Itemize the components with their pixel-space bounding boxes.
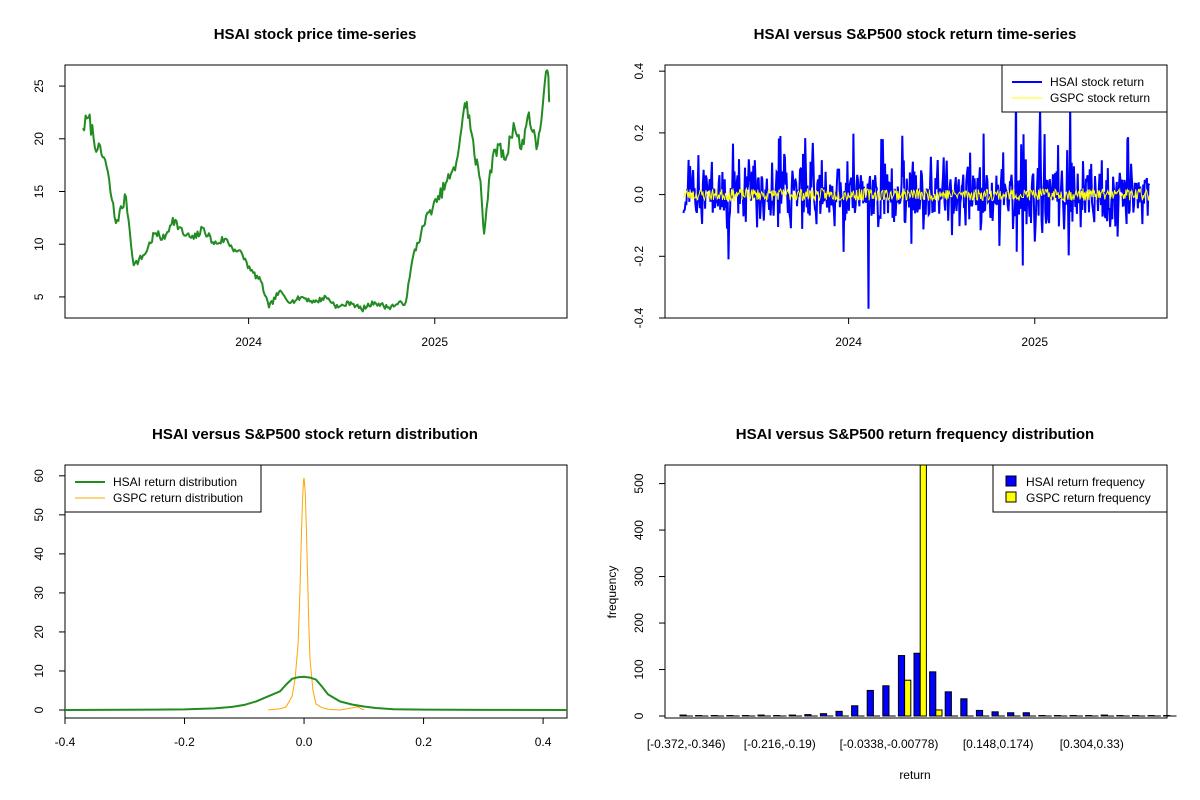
return-y-tick-label: 0.2 <box>632 124 646 141</box>
legend-gspc-density-label: GSPC return distribution <box>113 491 243 505</box>
return-x-tick-label: 2024 <box>835 335 862 349</box>
return-y-tick-label: -0.4 <box>632 307 646 328</box>
price-y-tick-label: 20 <box>32 132 46 146</box>
hsai-freq-bar <box>866 689 874 717</box>
legend-gspc-freq-label: GSPC return frequency <box>1026 491 1151 505</box>
price-panel: HSAI stock price time-series 51015202520… <box>32 26 568 349</box>
gspc-freq-bar <box>919 464 927 717</box>
hsai-freq-bar <box>757 714 765 717</box>
freq-x-tick-label: [-0.216,-0.19) <box>744 737 816 751</box>
legend-hsai-freq-swatch <box>1005 475 1017 487</box>
freq-y-tick-label: 500 <box>632 473 646 493</box>
freq-x-tick-label: [0.304,0.33) <box>1060 737 1124 751</box>
hsai-freq-bar <box>960 698 968 717</box>
density-legend-box <box>64 464 262 513</box>
hsai-freq-bar <box>835 710 843 717</box>
freq-y-tick-label: 200 <box>632 613 646 633</box>
freq-x-tick-label: [-0.372,-0.346) <box>647 737 726 751</box>
hsai-freq-bar <box>1022 712 1030 717</box>
density-y-tick-label: 0 <box>32 706 46 713</box>
freq-x-tick-label: [-0.0338,-0.00778) <box>840 737 939 751</box>
price-y-tick-label: 10 <box>32 237 46 251</box>
hsai-freq-bar <box>929 671 937 717</box>
price-title: HSAI stock price time-series <box>214 26 417 43</box>
density-x-tick-label: -0.2 <box>174 735 195 749</box>
return-y-tick-label: -0.2 <box>632 246 646 267</box>
density-y-tick-label: 20 <box>32 625 46 639</box>
hsai-freq-bar <box>991 711 999 717</box>
distribution-title: HSAI versus S&P500 stock return distribu… <box>152 426 478 443</box>
gspc-density-line <box>268 477 365 711</box>
return-y-tick-label: 0.4 <box>632 63 646 80</box>
hsai-density-line <box>64 675 568 711</box>
price-x-tick-label: 2024 <box>235 335 262 349</box>
freq-y-tick-label: 0 <box>632 712 646 719</box>
density-y-tick-label: 30 <box>32 586 46 600</box>
legend-hsai-freq-label: HSAI return frequency <box>1026 475 1145 489</box>
density-y-tick-label: 60 <box>32 469 46 483</box>
hsai-freq-bar <box>1100 714 1108 717</box>
freq-y-axis-label: frequency <box>605 566 619 619</box>
price-y-tick-label: 25 <box>32 79 46 93</box>
freq-legend-box <box>992 464 1168 513</box>
return-legend-box <box>1001 64 1168 113</box>
gspc-freq-bar <box>904 679 912 717</box>
frequency-title: HSAI versus S&P500 return frequency dist… <box>736 426 1094 443</box>
density-x-tick-label: 0.0 <box>296 735 313 749</box>
freq-y-tick-label: 100 <box>632 659 646 679</box>
hsai-freq-bar <box>975 709 984 717</box>
distribution-panel: HSAI versus S&P500 stock return distribu… <box>32 426 568 749</box>
gspc-return-line <box>682 186 1150 203</box>
gspc-freq-bar <box>935 709 943 717</box>
hsai-freq-bar <box>851 705 859 717</box>
legend-hsai-density-label: HSAI return distribution <box>113 475 237 489</box>
density-x-tick-label: 0.2 <box>415 735 432 749</box>
price-series-line <box>81 69 551 313</box>
price-y-tick-label: 15 <box>32 185 46 199</box>
price-x-tick-label: 2025 <box>421 335 448 349</box>
density-x-tick-label: -0.4 <box>55 735 76 749</box>
frequency-panel: HSAI versus S&P500 return frequency dist… <box>605 426 1177 782</box>
hsai-freq-bar <box>804 714 812 717</box>
legend-gspc-freq-swatch <box>1005 491 1017 503</box>
hsai-freq-bar <box>944 691 952 717</box>
legend-gspc-return-label: GSPC stock return <box>1050 91 1150 105</box>
freq-y-tick-label: 300 <box>632 566 646 586</box>
hsai-freq-bar <box>819 713 828 717</box>
density-y-tick-label: 40 <box>32 547 46 561</box>
return-series-title: HSAI versus S&P500 stock return time-ser… <box>754 26 1077 43</box>
price-plot-frame <box>64 64 568 319</box>
hsai-freq-bar <box>1007 712 1015 717</box>
hsai-freq-bar <box>679 714 687 717</box>
density-x-tick-label: 0.4 <box>535 735 552 749</box>
hsai-freq-bar <box>897 655 906 717</box>
freq-y-tick-label: 400 <box>632 520 646 540</box>
freq-x-axis-label: return <box>899 768 930 782</box>
return-y-tick-label: 0.0 <box>632 186 646 203</box>
return-x-tick-label: 2025 <box>1021 335 1048 349</box>
return-series-panel: HSAI versus S&P500 stock return time-ser… <box>632 26 1168 349</box>
price-y-tick-label: 5 <box>32 293 46 300</box>
hsai-freq-bar <box>913 652 921 717</box>
legend-hsai-return-label: HSAI stock return <box>1050 75 1144 89</box>
hsai-return-line <box>682 83 1151 309</box>
freq-x-tick-label: [0.148,0.174) <box>963 737 1034 751</box>
hsai-freq-bar <box>882 685 890 717</box>
hsai-freq-bar <box>788 714 796 717</box>
density-y-tick-label: 10 <box>32 664 46 678</box>
density-y-tick-label: 50 <box>32 508 46 522</box>
